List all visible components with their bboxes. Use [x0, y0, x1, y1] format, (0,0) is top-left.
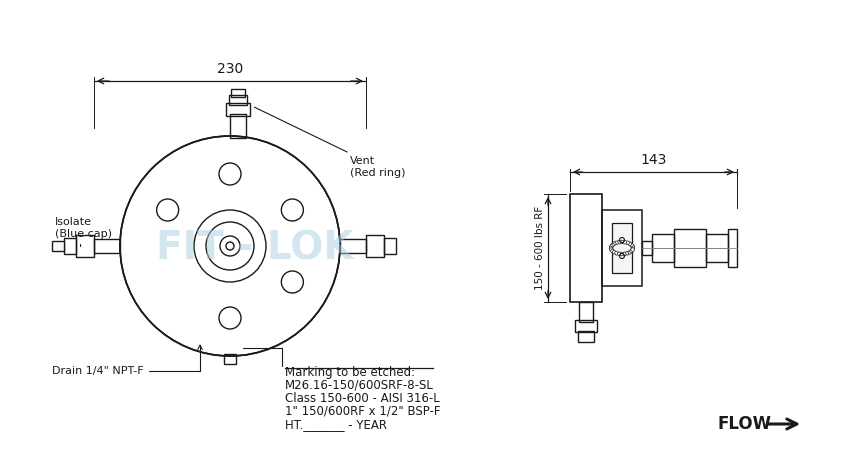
Text: 230: 230 — [217, 62, 243, 76]
Bar — [570, 194, 601, 302]
Bar — [577, 331, 593, 342]
Circle shape — [614, 251, 618, 255]
Text: Marking to be etched:: Marking to be etched: — [284, 366, 414, 379]
Circle shape — [622, 240, 626, 244]
Bar — [574, 320, 597, 332]
Circle shape — [619, 252, 623, 256]
Bar — [224, 354, 235, 364]
Circle shape — [609, 248, 613, 251]
Bar — [706, 234, 728, 262]
Bar — [674, 229, 706, 267]
Circle shape — [630, 248, 634, 251]
Circle shape — [614, 241, 618, 245]
Bar — [365, 235, 383, 257]
Bar — [230, 89, 245, 97]
Bar — [383, 238, 396, 254]
Circle shape — [629, 249, 632, 253]
Bar — [728, 229, 736, 267]
Bar — [652, 234, 674, 262]
Text: 143: 143 — [640, 153, 666, 167]
Circle shape — [225, 242, 234, 250]
Text: FIT - LOK: FIT - LOK — [156, 229, 354, 267]
Text: Vent
(Red ring): Vent (Red ring) — [254, 107, 405, 178]
Circle shape — [630, 245, 634, 248]
Text: FLOW: FLOW — [717, 415, 771, 433]
Text: 1" 150/600RF x 1/2" BSP-F: 1" 150/600RF x 1/2" BSP-F — [284, 405, 440, 418]
Text: Isolate
(Blue cap): Isolate (Blue cap) — [55, 217, 112, 246]
Bar — [64, 238, 76, 254]
Circle shape — [627, 250, 630, 254]
Text: Drain 1/4" NPT-F: Drain 1/4" NPT-F — [52, 345, 202, 376]
Circle shape — [612, 242, 615, 246]
Text: Class 150-600 - AISI 316-L: Class 150-600 - AISI 316-L — [284, 392, 439, 405]
Bar — [570, 195, 601, 301]
Circle shape — [625, 251, 629, 255]
Circle shape — [617, 252, 620, 256]
Bar — [611, 223, 631, 273]
Circle shape — [630, 246, 634, 250]
Circle shape — [619, 240, 623, 244]
Bar — [230, 114, 246, 138]
Bar — [339, 239, 365, 253]
Circle shape — [617, 240, 620, 244]
Bar — [601, 210, 641, 286]
Circle shape — [612, 250, 615, 254]
Circle shape — [625, 241, 629, 245]
Bar — [225, 103, 250, 116]
Bar — [76, 235, 94, 257]
Bar — [52, 241, 64, 251]
Circle shape — [610, 243, 614, 247]
Bar — [229, 95, 246, 105]
Circle shape — [629, 243, 632, 247]
Text: HT._______ - YEAR: HT._______ - YEAR — [284, 418, 387, 431]
Circle shape — [622, 252, 626, 256]
Circle shape — [610, 249, 614, 253]
Bar — [578, 302, 592, 322]
Circle shape — [121, 137, 339, 356]
Text: 150 - 600 lbs RF: 150 - 600 lbs RF — [534, 206, 544, 290]
Text: M26.16-150/600SRF-8-SL: M26.16-150/600SRF-8-SL — [284, 379, 433, 392]
Circle shape — [627, 242, 630, 246]
Circle shape — [609, 245, 613, 248]
Circle shape — [609, 246, 612, 250]
Bar — [641, 241, 652, 255]
Bar — [94, 239, 120, 253]
